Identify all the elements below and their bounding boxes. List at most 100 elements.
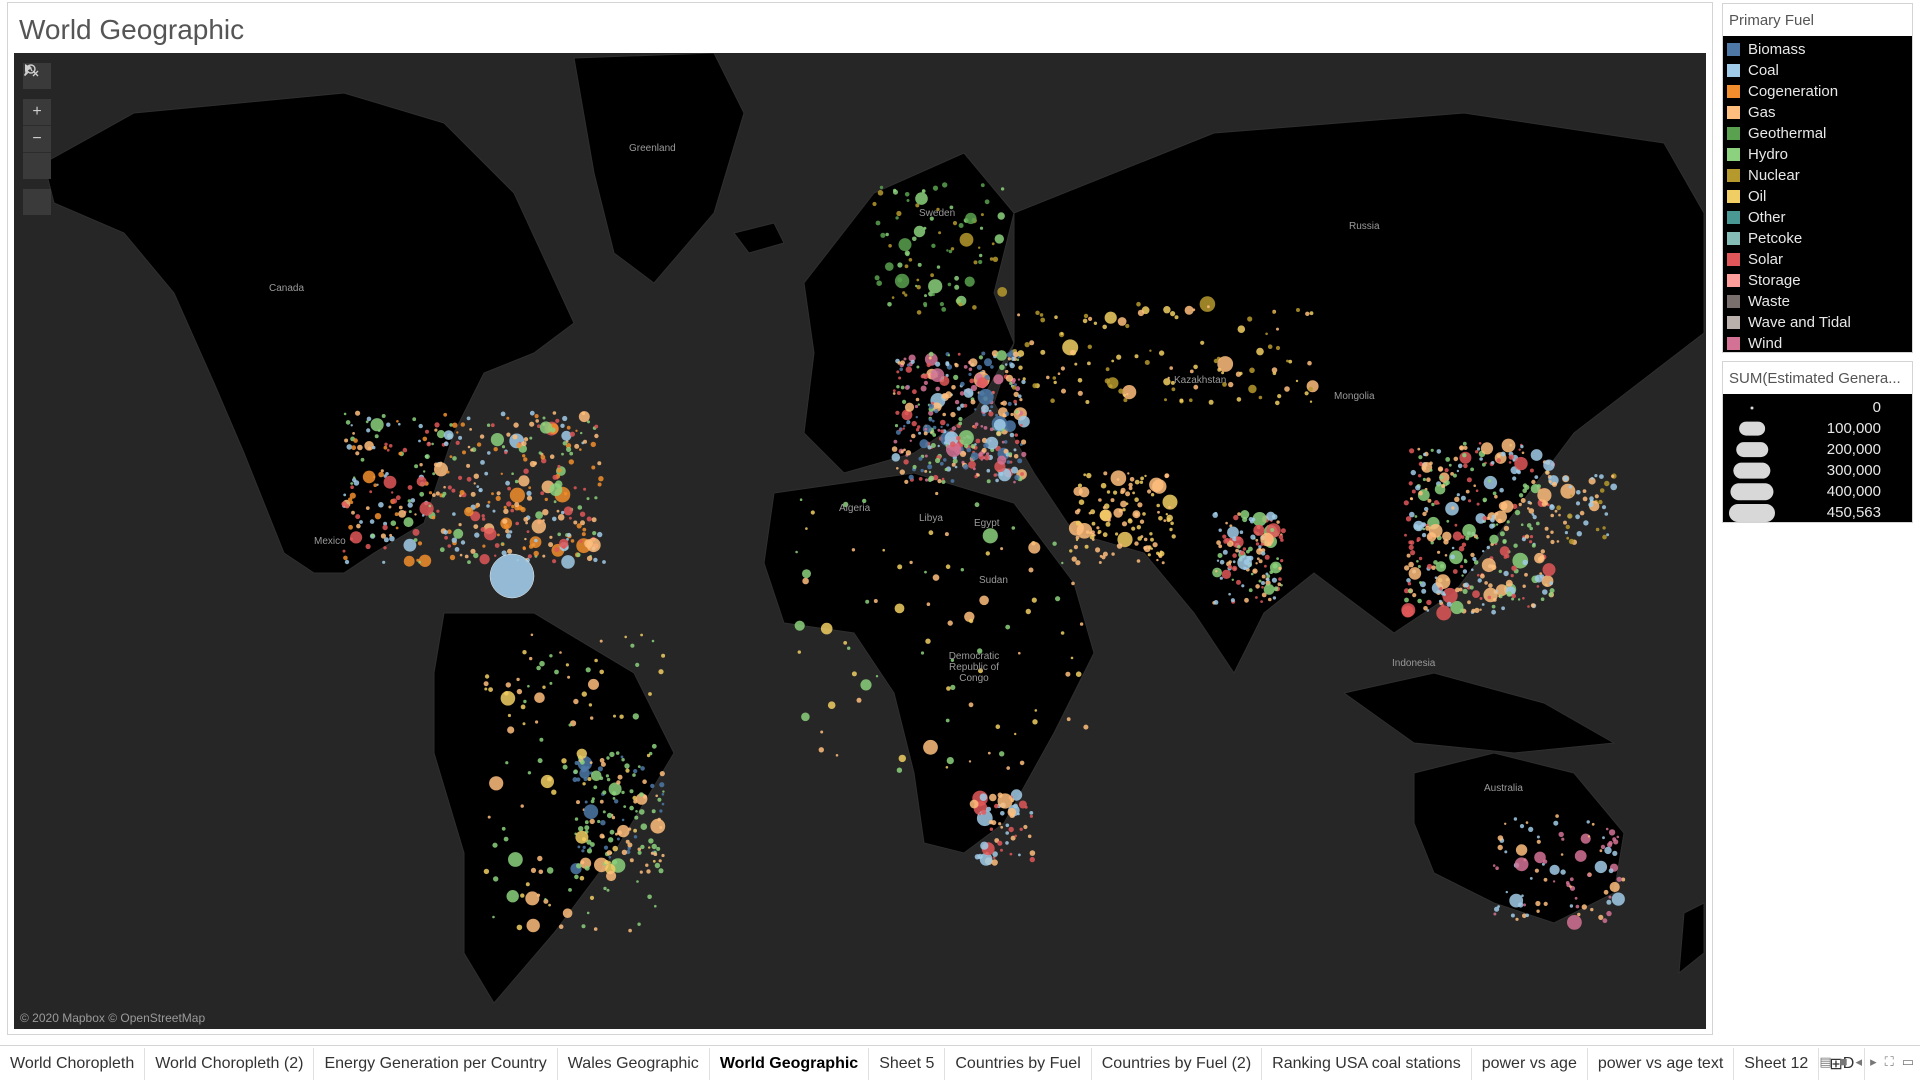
size-legend-item[interactable]: 100,000 [1723, 418, 1912, 439]
plant-point [1477, 578, 1482, 583]
size-legend-item[interactable]: 0 [1723, 397, 1912, 418]
legend-item-cogeneration[interactable]: Cogeneration [1723, 81, 1912, 102]
plant-point [648, 838, 654, 844]
size-shape-box [1723, 502, 1781, 523]
zoom-in-button[interactable]: + [23, 99, 51, 125]
plant-point [597, 482, 602, 487]
plant-point [623, 805, 627, 808]
plant-point [661, 853, 665, 858]
tab-world-geographic[interactable]: World Geographic [710, 1047, 870, 1080]
size-legend-item[interactable]: 450,563 [1723, 502, 1912, 523]
legend-item-biomass[interactable]: Biomass [1723, 39, 1912, 60]
tab-power-vs-age-text[interactable]: power vs age text [1588, 1047, 1735, 1080]
plant-point [342, 549, 346, 553]
plant-point [977, 388, 994, 405]
plant-point [970, 399, 976, 405]
tab-countries-by-fuel[interactable]: Countries by Fuel [945, 1047, 1092, 1080]
plant-point [355, 514, 361, 520]
legend-item-petcoke[interactable]: Petcoke [1723, 228, 1912, 249]
tab-power-vs-age[interactable]: power vs age [1472, 1047, 1588, 1080]
plant-point [659, 809, 663, 813]
legend-item-other[interactable]: Other [1723, 207, 1912, 228]
plant-point [935, 491, 939, 496]
plant-point [915, 284, 918, 288]
plant-point [945, 564, 951, 569]
legend-item-coal[interactable]: Coal [1723, 60, 1912, 81]
tab-label: Sheet 12 [1744, 1054, 1809, 1072]
zoom-out-button[interactable]: − [23, 126, 51, 152]
plant-point [916, 278, 920, 282]
tab-d[interactable]: ⊞ D [1819, 1047, 1866, 1080]
plant-point [1421, 588, 1427, 594]
legend-item-storage[interactable]: Storage [1723, 270, 1912, 291]
tab-energy-generation-per-country[interactable]: Energy Generation per Country [314, 1047, 558, 1080]
plant-point [1014, 732, 1017, 736]
size-legend-item[interactable]: 300,000 [1723, 460, 1912, 481]
plant-point [951, 462, 956, 467]
plant-point [573, 769, 578, 774]
map-canvas[interactable] [14, 53, 1706, 1029]
plant-point [1284, 386, 1290, 392]
plant-point [1248, 588, 1253, 593]
plant-point [1137, 502, 1143, 508]
tab-sheet-5[interactable]: Sheet 5 [869, 1047, 946, 1080]
plant-point [910, 359, 915, 364]
plant-point [1421, 522, 1427, 527]
legend-item-wind[interactable]: Wind [1723, 333, 1912, 354]
map-label-mexico: Mexico [314, 536, 346, 547]
plant-point [1015, 386, 1021, 392]
tab-ranking-usa-coal-stations[interactable]: Ranking USA coal stations [1262, 1047, 1472, 1080]
presentation-icon[interactable]: ▭ [1901, 1054, 1914, 1069]
tab-wales-geographic[interactable]: Wales Geographic [558, 1047, 710, 1080]
legend-item-hydro[interactable]: Hydro [1723, 144, 1912, 165]
world-map[interactable]: Greenland Russia Canada Kazakhstan Mongo… [14, 53, 1706, 1029]
prev-sheet-icon[interactable]: ◂ [1855, 1054, 1863, 1069]
plant-point [1242, 516, 1248, 523]
plant-point [1590, 477, 1594, 480]
show-filmstrip-icon[interactable]: ▤ [1819, 1054, 1832, 1069]
show-tabs-icon[interactable]: ■ [1839, 1054, 1848, 1069]
play-icon[interactable] [23, 64, 51, 215]
plant-point [873, 599, 878, 603]
size-legend-item[interactable]: 400,000 [1723, 481, 1912, 502]
tab-world-choropleth-2-[interactable]: World Choropleth (2) [145, 1047, 315, 1080]
plant-point [1404, 533, 1407, 537]
plant-point [1104, 311, 1117, 324]
legend-item-gas[interactable]: Gas [1723, 102, 1912, 123]
plant-point [1136, 301, 1141, 307]
legend-swatch [1727, 211, 1740, 224]
size-legend-item[interactable]: 200,000 [1723, 439, 1912, 460]
plant-point [898, 238, 912, 252]
legend-item-waste[interactable]: Waste [1723, 291, 1912, 312]
plant-point [586, 516, 592, 522]
next-sheet-icon[interactable]: ▸ [1870, 1054, 1877, 1069]
plant-point [580, 520, 585, 526]
plant-point [1278, 577, 1282, 581]
legend-label: Solar [1748, 251, 1784, 268]
legend-item-solar[interactable]: Solar [1723, 249, 1912, 270]
plant-point [539, 421, 553, 434]
sheet-tab-bar: World Choropleth World Choropleth (2) Ener… [0, 1045, 1920, 1080]
plant-point [1442, 587, 1458, 604]
tab-countries-by-fuel-2-[interactable]: Countries by Fuel (2) [1092, 1047, 1263, 1080]
tab-world-choropleth[interactable]: World Choropleth [0, 1047, 146, 1080]
plant-point [963, 464, 969, 470]
plant-point [661, 653, 666, 658]
plant-point [1061, 561, 1064, 565]
tab-sheet-12[interactable]: Sheet 12 [1734, 1047, 1820, 1080]
plant-point [1309, 400, 1313, 403]
reset-icon[interactable] [23, 64, 51, 179]
plant-point [1494, 510, 1507, 524]
legend-item-nuclear[interactable]: Nuclear [1723, 165, 1912, 186]
plant-point [1536, 585, 1540, 588]
fullscreen-icon[interactable]: ⛶ [1884, 1054, 1894, 1069]
size-shape [1733, 462, 1771, 479]
plant-point [535, 720, 539, 724]
legend-item-geothermal[interactable]: Geothermal [1723, 123, 1912, 144]
plant-point [1018, 365, 1023, 370]
plant-point [1107, 518, 1111, 522]
legend-item-wave-and-tidal[interactable]: Wave and Tidal [1723, 312, 1912, 333]
plant-point [1577, 912, 1581, 917]
legend-item-oil[interactable]: Oil [1723, 186, 1912, 207]
plant-point [586, 555, 593, 562]
